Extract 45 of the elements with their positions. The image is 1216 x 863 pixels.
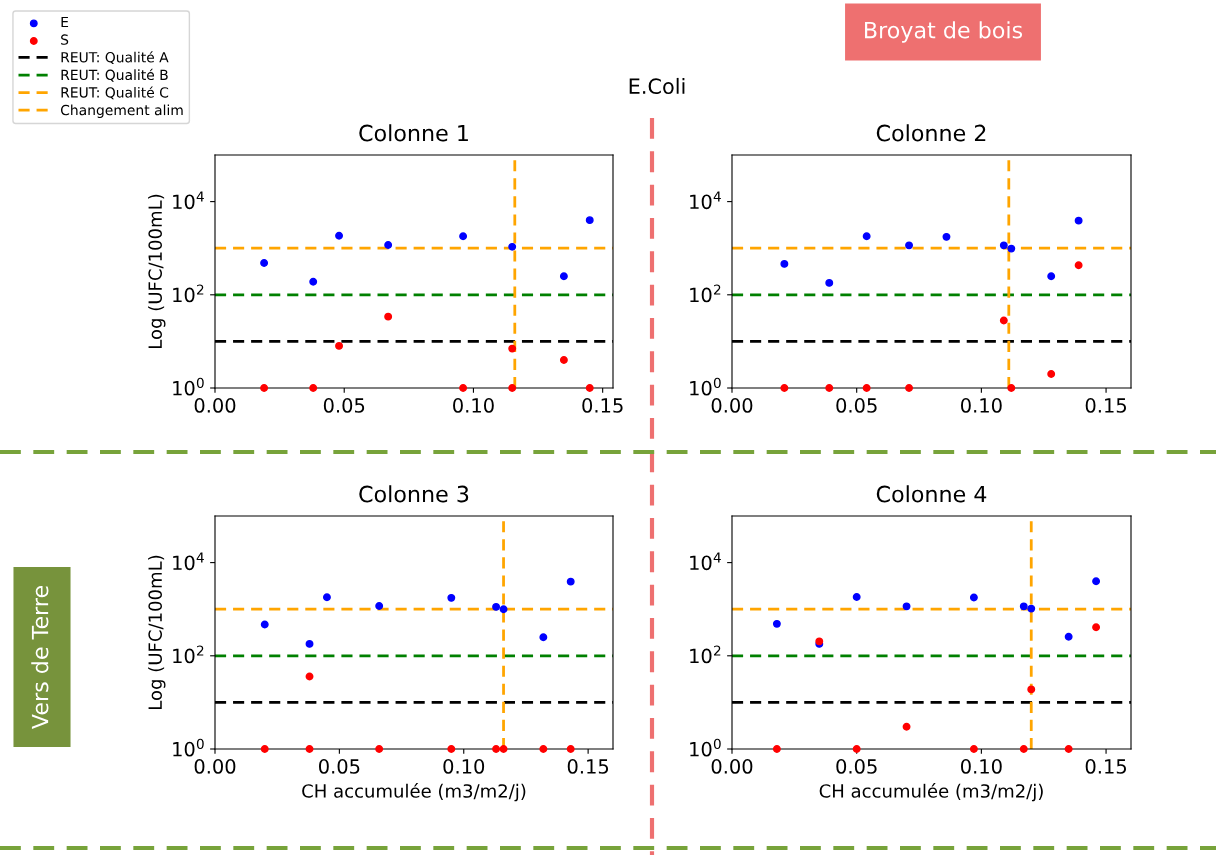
- x-tick-label: 0.15: [582, 398, 623, 413]
- y-tick-label: 10$^{4}$: [173, 552, 204, 571]
- x-tick-label: 0.00: [194, 759, 236, 774]
- chart-title: Colonne 4: [876, 485, 987, 503]
- x-tick-label: 0.10: [443, 759, 485, 774]
- x-tick-label: 0.05: [836, 759, 877, 774]
- y-tick-label: 10$^{2}$: [690, 645, 721, 664]
- x-tick-label: 0.00: [194, 398, 236, 413]
- legend-label: S: [61, 34, 69, 45]
- y-tick-label: 10$^{4}$: [173, 191, 204, 210]
- y-tick-label: 10$^{2}$: [173, 284, 204, 303]
- text: Broyat de bois: [865, 21, 1023, 43]
- chart-title: Colonne 2: [876, 124, 986, 142]
- x-tick-label: 0.10: [961, 759, 1002, 774]
- x-tick-label: 0.05: [323, 398, 365, 413]
- chart-title: Colonne 3: [359, 485, 469, 503]
- text: E.Coli: [629, 77, 685, 95]
- x-tick-label: 0.15: [1085, 759, 1127, 774]
- y-tick-label: 10$^{4}$: [690, 552, 721, 571]
- y-axis-title: Log (UFC/100mL): [148, 194, 166, 348]
- x-axis-title: CH accumulée (m3/m2/j): [819, 783, 1043, 802]
- chart-title: Colonne 1: [359, 124, 468, 142]
- x-tick-label: 0.00: [711, 398, 753, 413]
- legend-label: REUT: Qualité C: [61, 86, 169, 100]
- y-axis-title: Log (UFC/100mL): [148, 555, 166, 709]
- x-tick-label: 0.15: [1085, 398, 1127, 413]
- x-tick-label: 0.10: [453, 398, 494, 413]
- y-tick-label: 10$^{0}$: [173, 738, 204, 757]
- text: Vers de Terre: [31, 586, 49, 729]
- x-tick-label: 0.15: [567, 759, 609, 774]
- legend-label: E: [61, 16, 69, 28]
- x-tick-label: 0.00: [711, 759, 753, 774]
- y-tick-label: 10$^{0}$: [690, 738, 721, 757]
- y-tick-label: 10$^{0}$: [173, 377, 204, 396]
- y-tick-label: 10$^{2}$: [173, 645, 204, 664]
- x-tick-label: 0.10: [961, 398, 1002, 413]
- y-tick-label: 10$^{2}$: [690, 284, 721, 303]
- legend-label: REUT: Qualité B: [61, 68, 168, 82]
- x-axis-title: CH accumulée (m3/m2/j): [302, 783, 526, 802]
- x-tick-label: 0.05: [319, 759, 360, 774]
- x-tick-label: 0.05: [836, 398, 877, 413]
- legend-label: REUT: Qualité A: [61, 51, 169, 65]
- legend-label: Changement alim: [60, 104, 183, 118]
- y-tick-label: 10$^{0}$: [690, 377, 721, 396]
- y-tick-label: 10$^{4}$: [690, 191, 721, 210]
